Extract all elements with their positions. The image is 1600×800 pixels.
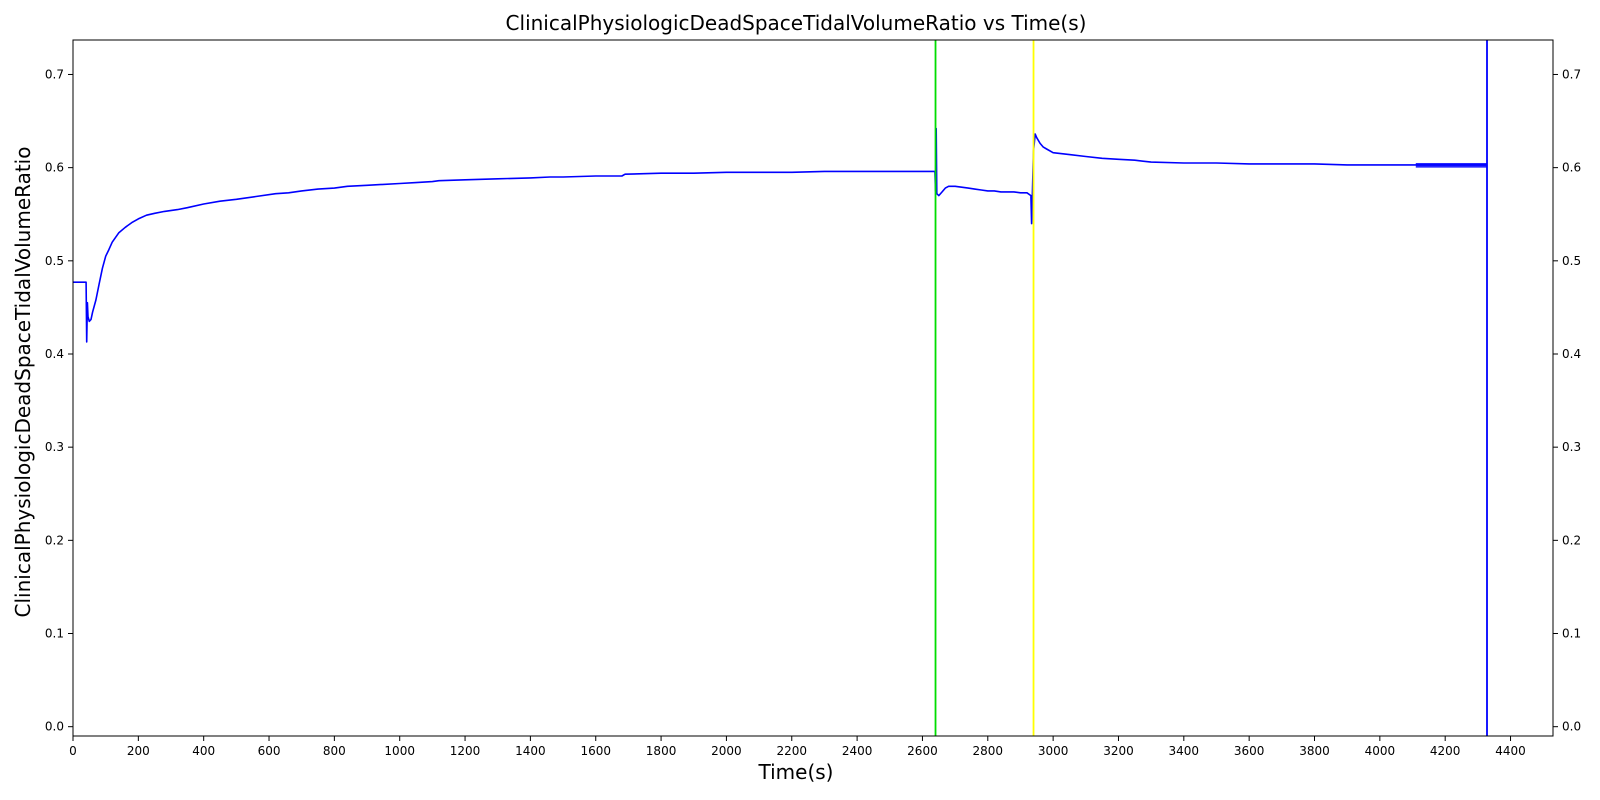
y-axis-title: ClinicalPhysiologicDeadSpaceTidalVolumeR… — [11, 147, 35, 618]
x-tick-label: 2400 — [842, 744, 873, 758]
x-tick-label: 3000 — [1038, 744, 1069, 758]
x-tick-label: 1000 — [384, 744, 415, 758]
series-oscillation-band — [1415, 162, 1488, 168]
x-tick-label: 2600 — [907, 744, 938, 758]
y-tick-label-right: 0.6 — [1562, 161, 1581, 175]
x-tick-label: 0 — [69, 744, 77, 758]
x-tick-label: 4000 — [1365, 744, 1396, 758]
x-tick-label: 800 — [323, 744, 346, 758]
x-tick-label: 3600 — [1234, 744, 1265, 758]
y-tick-label-right: 0.3 — [1562, 440, 1581, 454]
x-tick-label: 3800 — [1299, 744, 1330, 758]
y-tick-label-left: 0.1 — [45, 627, 64, 641]
plot-frame — [72, 39, 1554, 737]
x-tick-label: 1200 — [450, 744, 481, 758]
y-tick-label-left: 0.0 — [45, 720, 64, 734]
y-tick-label-right: 0.2 — [1562, 533, 1581, 547]
x-tick-label: 3400 — [1169, 744, 1200, 758]
x-tick-label: 1600 — [580, 744, 611, 758]
y-tick-label-left: 0.7 — [45, 67, 64, 81]
y-tick-label-right: 0.4 — [1562, 347, 1581, 361]
y-tick-label-left: 0.2 — [45, 533, 64, 547]
y-tick-label-right: 0.7 — [1562, 67, 1581, 81]
y-tick-label-right: 0.0 — [1562, 720, 1581, 734]
x-axis-title: Time(s) — [758, 760, 834, 784]
series-line — [73, 127, 1487, 343]
x-tick-label: 2000 — [711, 744, 742, 758]
x-tick-label: 3200 — [1103, 744, 1134, 758]
x-tick-label: 2800 — [973, 744, 1004, 758]
x-tick-label: 1400 — [515, 744, 546, 758]
y-tick-label-left: 0.4 — [45, 347, 64, 361]
chart-marks: 0 200 400 600 800 1000 1200 1400 1600 1800 2000 220… — [45, 40, 1581, 758]
x-tick-label: 4200 — [1430, 744, 1461, 758]
x-tick-label: 1800 — [646, 744, 677, 758]
x-tick-label: 4400 — [1495, 744, 1526, 758]
x-tick-label: 400 — [192, 744, 215, 758]
x-tick-label: 200 — [127, 744, 150, 758]
y-tick-label-right: 0.1 — [1562, 627, 1581, 641]
x-tick-label: 2200 — [776, 744, 807, 758]
x-tick-label: 600 — [258, 744, 281, 758]
y-tick-label-left: 0.5 — [45, 254, 64, 268]
y-tick-label-left: 0.3 — [45, 440, 64, 454]
y-tick-label-left: 0.6 — [45, 161, 64, 175]
y-tick-label-right: 0.5 — [1562, 254, 1581, 268]
chart-title: ClinicalPhysiologicDeadSpaceTidalVolumeR… — [506, 11, 1087, 35]
